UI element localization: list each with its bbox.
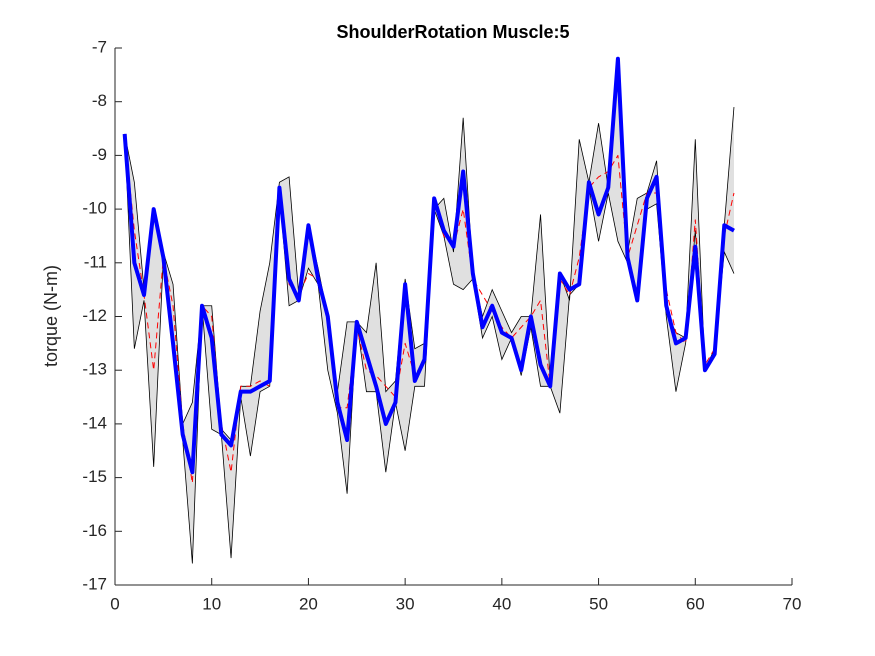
x-tick-label: 40 [492, 594, 511, 613]
y-tick-label: -10 [82, 199, 107, 218]
x-tick-label: 20 [299, 594, 318, 613]
x-tick-label: 0 [110, 594, 119, 613]
y-tick-label: -8 [92, 91, 107, 110]
x-tick-label: 30 [396, 594, 415, 613]
y-tick-label: -12 [82, 306, 107, 325]
y-tick-label: -11 [84, 252, 107, 271]
y-axis-label: torque (N-m) [41, 265, 61, 367]
chart-title: ShoulderRotation Muscle:5 [336, 22, 569, 42]
x-tick-label: 60 [686, 594, 705, 613]
y-tick-label: -15 [82, 467, 107, 486]
series-line [122, 56, 735, 475]
x-tick-label: 10 [202, 594, 221, 613]
y-tick-label: -9 [92, 145, 107, 164]
y-tick-label: -7 [92, 37, 107, 56]
y-tick-label: -16 [82, 521, 107, 540]
y-tick-label: -17 [82, 574, 107, 593]
x-tick-label: 50 [589, 594, 608, 613]
band-fill [124, 58, 734, 564]
y-tick-label: -13 [82, 360, 107, 379]
x-tick-label: 70 [783, 594, 802, 613]
y-tick-label: -14 [82, 413, 107, 432]
